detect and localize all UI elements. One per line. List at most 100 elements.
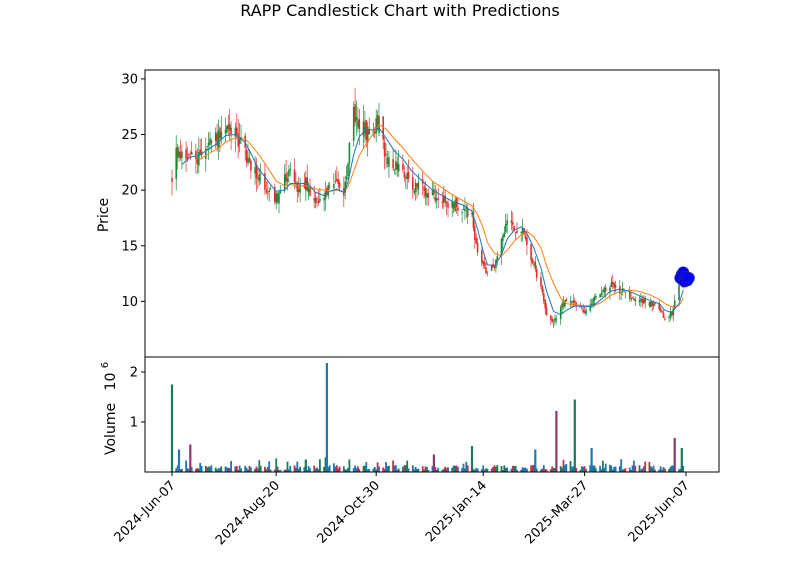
volume-bar — [621, 469, 624, 472]
volume-bar — [482, 465, 485, 472]
candle-body — [534, 261, 537, 270]
price-y-tick-label: 15 — [121, 239, 138, 254]
volume-bar — [210, 465, 213, 472]
candle-body — [631, 297, 634, 299]
volume-bar — [333, 463, 335, 472]
candle-body — [338, 182, 341, 188]
volume-bar — [237, 469, 240, 472]
candle-body — [286, 178, 289, 182]
candle-body — [613, 283, 615, 288]
candle-body — [386, 157, 389, 164]
candle-body — [476, 242, 479, 253]
candle-body — [185, 149, 187, 160]
candle-body — [210, 140, 213, 144]
candle-body — [641, 298, 644, 303]
volume-bar — [230, 461, 232, 472]
volume-bar — [593, 465, 596, 472]
candle-body — [513, 226, 515, 232]
candle-body — [299, 184, 301, 193]
candle-body — [207, 142, 210, 146]
volume-bar — [402, 466, 404, 472]
candle-body — [496, 255, 499, 262]
volume-bar — [583, 466, 586, 472]
candle-body — [640, 298, 642, 301]
volume-bar — [190, 467, 193, 472]
candle-body — [314, 197, 317, 203]
candle-body — [630, 298, 632, 300]
volume-bar — [317, 469, 320, 472]
volume-axis-label: Volume 10 6 — [100, 362, 119, 455]
volume-bar — [618, 466, 621, 472]
volume-bar — [411, 465, 414, 472]
volume-bar — [424, 466, 427, 472]
volume-bar — [461, 468, 463, 472]
candle-body — [565, 299, 568, 302]
candle-body — [413, 190, 415, 193]
candle-body — [502, 235, 504, 241]
candle-body — [328, 185, 331, 187]
candle-body — [226, 125, 228, 133]
candle-body — [552, 322, 555, 324]
volume-bar — [279, 469, 282, 472]
candle-body — [634, 299, 637, 302]
candle-body — [176, 147, 179, 158]
candle-body — [678, 282, 680, 301]
volume-bar — [396, 469, 399, 472]
candle-body — [482, 261, 484, 265]
candle-body — [347, 163, 349, 177]
volume-bar — [307, 466, 310, 472]
candle-body — [214, 132, 217, 141]
volume-bar — [297, 468, 300, 472]
candle-body — [245, 150, 248, 163]
candle-body — [671, 311, 673, 316]
candle-body — [358, 119, 361, 130]
volume-bar — [511, 465, 514, 472]
candle-body — [323, 198, 325, 201]
volume-bar — [559, 466, 562, 472]
volume-bar — [303, 467, 306, 472]
candle-body — [205, 148, 207, 159]
prediction-markers — [674, 266, 695, 288]
candle-body — [195, 151, 197, 159]
volume-spike-bar — [573, 399, 576, 472]
volume-bar — [397, 468, 400, 472]
candle-body — [376, 115, 379, 130]
volume-bar — [375, 469, 378, 472]
volume-bar — [631, 465, 634, 472]
volume-bar — [404, 465, 407, 472]
volume-bar — [188, 469, 190, 472]
candle-body — [392, 159, 394, 169]
candle-body — [447, 203, 449, 208]
candle-body — [279, 190, 282, 194]
candle-body — [471, 213, 473, 215]
candle-body — [620, 292, 622, 294]
volume-bar — [520, 469, 523, 472]
candle-body — [417, 182, 420, 190]
volume-bar — [638, 465, 641, 472]
volume-bar — [416, 468, 418, 472]
candle-body — [268, 190, 270, 192]
candle-body — [274, 187, 276, 202]
volume-bar — [493, 465, 496, 472]
volume-bar — [585, 468, 587, 472]
volume-bar — [240, 468, 242, 472]
candle-body — [535, 269, 538, 278]
candle-body — [662, 312, 665, 318]
candle-body — [521, 227, 524, 235]
candle-body — [257, 178, 259, 179]
candle-body — [524, 235, 527, 239]
candle-body — [375, 118, 377, 133]
volume-bar — [357, 466, 359, 472]
volume-bar — [386, 466, 389, 472]
volume-bar — [464, 468, 466, 472]
chart-title: RAPP Candlestick Chart with Predictions — [240, 1, 559, 20]
candle-body — [224, 129, 227, 134]
volume-bar — [472, 469, 475, 472]
volume-bar — [561, 467, 563, 472]
volume-bar — [372, 468, 375, 472]
volume-bar — [199, 462, 202, 472]
volume-bar — [604, 463, 607, 472]
volume-bar — [473, 469, 476, 472]
volume-bar — [599, 465, 601, 472]
volume-bar — [569, 461, 572, 472]
